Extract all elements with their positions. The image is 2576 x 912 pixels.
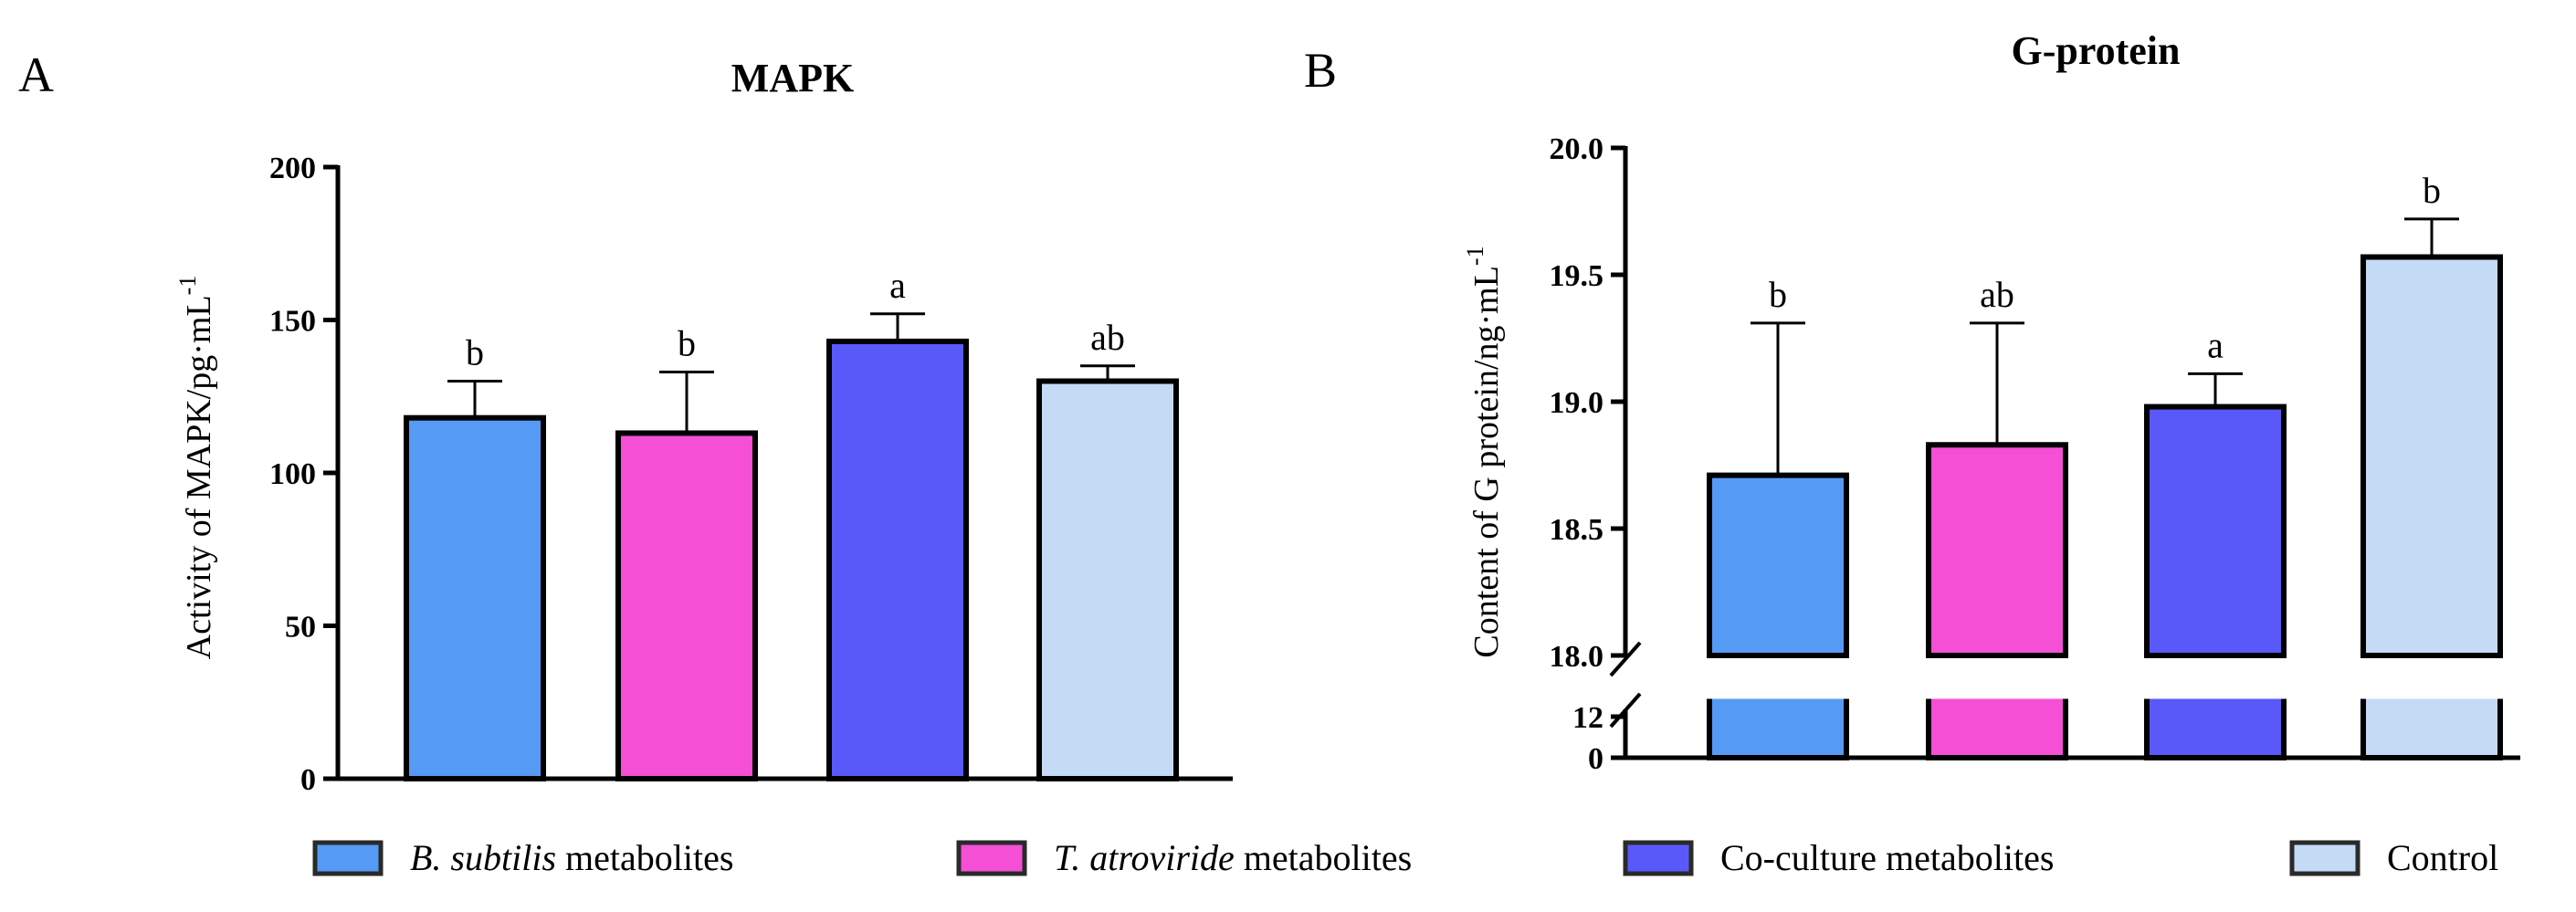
gprotein-bar-lower-segment	[2360, 693, 2503, 760]
mapk-significance-label: ab	[1090, 317, 1125, 358]
legend-swatch	[312, 840, 384, 876]
mapk-y-tick-label: 100	[269, 457, 316, 491]
mapk-bar	[404, 414, 546, 781]
gprotein-chart-title: G-protein	[2012, 28, 2181, 73]
mapk-significance-label: b	[678, 322, 696, 363]
gprotein-y-tick-label: 18.5	[1550, 513, 1604, 547]
gprotein-axis-break-mark	[1609, 641, 1642, 677]
mapk-bar	[826, 338, 969, 781]
gprotein-y-axis-label-main: Content of G protein/ng·mL	[1467, 266, 1506, 658]
legend-item-text: metabolites	[556, 837, 733, 878]
legend-item-text: Control	[2387, 837, 2498, 878]
gprotein-bar-upper-segment	[2360, 254, 2503, 658]
gprotein-bar-lower-segment	[1926, 693, 2068, 760]
legend-item-text: Co-culture metabolites	[1720, 837, 2054, 878]
gprotein-significance-label: ab	[1980, 274, 2014, 315]
mapk-y-axis-label-sup: -1	[174, 276, 201, 296]
panel-b-label: B	[1304, 43, 1337, 98]
mapk-bars: b b a ab	[404, 265, 1179, 781]
gprotein-y-axis-label: Content of G protein/ng·mL-1	[1462, 246, 1506, 657]
legend-item-label: T. atroviride metabolites	[1054, 837, 1412, 878]
legend-item-text: metabolites	[1235, 837, 1412, 878]
gprotein-bar-lower-segment	[2144, 693, 2287, 760]
gprotein-y-axis-label-sup: -1	[1462, 246, 1488, 266]
legend-item-species: T. atroviride	[1054, 837, 1235, 878]
mapk-y-axis-label-main: Activity of MAPK/pg·mL	[180, 295, 218, 659]
mapk-bar	[615, 430, 758, 781]
mapk-significance-label: b	[466, 332, 484, 373]
gprotein-significance-label: b	[1769, 274, 1787, 315]
gprotein-y-tick-label: 18.0	[1550, 640, 1604, 674]
legend-item-species: B. subtilis	[410, 837, 556, 878]
mapk-significance-label: a	[889, 265, 906, 306]
mapk-y-tick-label: 150	[269, 305, 316, 339]
gprotein-bar-upper-segment	[1707, 472, 1849, 658]
gprotein-bar-upper-segment	[1926, 442, 2068, 659]
legend: B. subtilis metabolites T. atroviride met…	[312, 837, 2498, 878]
mapk-y-tick-label: 200	[269, 152, 316, 185]
legend-swatch	[1623, 840, 1694, 876]
gprotein-y-tick-label: 19.5	[1550, 259, 1604, 293]
mapk-y-axis-label: Activity of MAPK/pg·mL-1	[174, 276, 218, 660]
gprotein-y-tick-label: 12	[1572, 701, 1603, 735]
mapk-y-tick-label: 50	[285, 611, 316, 645]
gprotein-axis-break-mark	[1609, 692, 1642, 729]
gprotein-bar-upper-segment	[2144, 404, 2287, 658]
gprotein-y-tick-label: 0	[1588, 742, 1603, 776]
panel-a-label: A	[18, 47, 54, 102]
legend-item-label: Control	[2387, 837, 2498, 878]
legend-item-label: Co-culture metabolites	[1720, 837, 2054, 878]
gprotein-bar-lower-segment	[1707, 693, 1849, 760]
legend-swatch	[2289, 840, 2360, 876]
mapk-bar	[1036, 378, 1179, 781]
legend-item-label: B. subtilis metabolites	[410, 837, 733, 878]
gprotein-significance-label: b	[2423, 170, 2441, 211]
mapk-chart-title: MAPK	[731, 56, 854, 100]
legend-swatch	[956, 840, 1027, 876]
gprotein-significance-label: a	[2207, 324, 2224, 365]
gprotein-y-tick-label: 20.0	[1550, 132, 1604, 166]
gprotein-y-tick-label: 19.0	[1550, 386, 1604, 420]
mapk-y-tick-label: 0	[300, 763, 316, 797]
